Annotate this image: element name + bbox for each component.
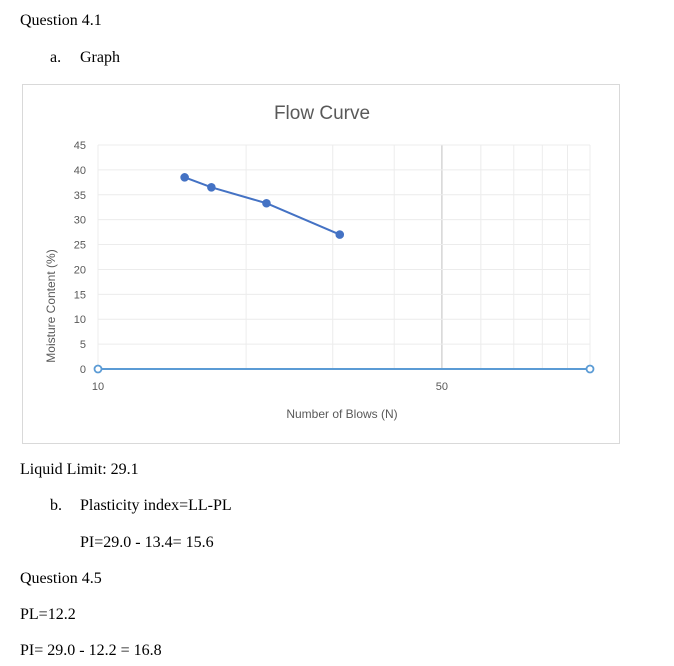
y-tick-label: 35: [74, 190, 86, 202]
question-4-1-heading: Question 4.1: [20, 12, 102, 29]
y-tick-label: 45: [74, 140, 86, 152]
pi-calculation: PI=29.0 - 13.4= 15.6: [80, 534, 214, 551]
data-point: [180, 173, 189, 182]
question-4-5-heading: Question 4.5: [20, 570, 102, 587]
x-tick-label: 50: [436, 381, 448, 393]
baseline-point: [585, 364, 595, 374]
flow-curve-line: [184, 176, 341, 236]
y-tick-label: 25: [74, 240, 86, 252]
x-axis-title: Number of Blows (N): [286, 407, 397, 421]
item-b-label: b.: [50, 497, 62, 514]
liquid-limit-text: Liquid Limit: 29.1: [20, 461, 139, 478]
item-a-text: Graph: [80, 49, 120, 66]
y-axis-title: Moisture Content (%): [44, 249, 58, 362]
data-point: [207, 183, 216, 192]
baseline-point: [93, 364, 103, 374]
data-point: [335, 230, 345, 239]
pi-calculation-2: PI= 29.0 - 12.2 = 16.8: [20, 642, 162, 659]
y-tick-label: 40: [74, 165, 86, 177]
pl-value: PL=12.2: [20, 606, 76, 623]
x-tick-label: 10: [92, 381, 104, 393]
item-b-text: Plasticity index=LL-PL: [80, 497, 232, 514]
data-point: [262, 198, 271, 208]
chart-title: Flow Curve: [274, 103, 370, 124]
item-a-label: a.: [50, 49, 62, 66]
y-tick-label: 0: [80, 364, 86, 376]
y-tick-label: 30: [74, 215, 86, 227]
y-tick-label: 20: [74, 264, 86, 276]
y-tick-label: 5: [80, 339, 86, 351]
y-tick-label: 10: [74, 314, 86, 326]
flow-curve-chart: Flow Curve 0 5 10 15 20 25 30 35 40 45 10 50 Numbe…: [22, 84, 620, 444]
y-tick-label: 15: [74, 289, 86, 301]
chart-svg: Flow Curve 0 5 10 15 20 25 30 35 40 45 10 50 Numbe…: [44, 103, 595, 421]
